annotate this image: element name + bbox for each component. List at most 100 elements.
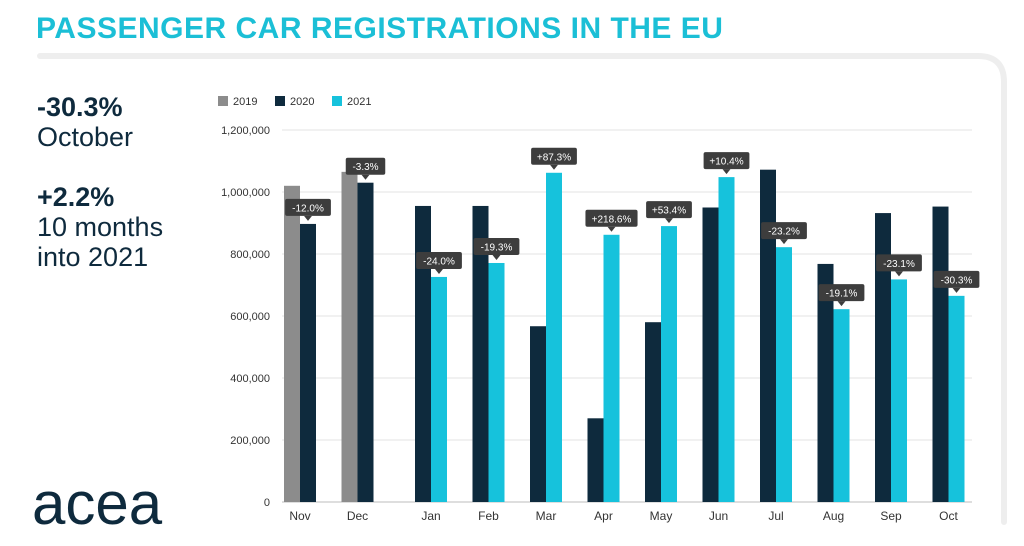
annotation-pointer — [435, 268, 443, 274]
annotation-label: -24.0% — [423, 256, 455, 267]
bar — [488, 262, 505, 502]
bar — [472, 205, 489, 502]
x-tick-label: Dec — [347, 509, 368, 523]
bar — [891, 279, 907, 502]
annotation-label: -19.1% — [826, 289, 858, 300]
x-tick-label: Apr — [594, 509, 613, 523]
x-tick-label: Aug — [823, 509, 844, 523]
bar — [357, 182, 374, 502]
x-tick-label: Jul — [768, 509, 783, 523]
annotation-callout: +53.4% — [646, 201, 692, 224]
y-tick-label: 1,000,000 — [221, 187, 270, 199]
x-tick-label: Feb — [478, 509, 499, 523]
stat-october-value: -30.3% — [37, 92, 123, 122]
annotation-label: -23.1% — [883, 259, 915, 270]
bar — [661, 226, 677, 502]
bar — [718, 177, 735, 502]
annotation-label: +218.6% — [592, 214, 632, 225]
page-title: PASSENGER CAR REGISTRATIONS IN THE EU — [36, 12, 724, 45]
x-tick-label: Nov — [289, 509, 310, 523]
annotation-pointer — [722, 169, 731, 175]
bar — [415, 205, 431, 502]
annotation-box — [285, 198, 331, 216]
annotation-label: -23.2% — [768, 227, 800, 238]
annotation-box — [933, 270, 980, 288]
annotation-callout: +218.6% — [585, 209, 638, 232]
annotation-callout: -24.0% — [416, 251, 462, 274]
legend-label: 2020 — [290, 96, 314, 108]
logo-text: acea — [32, 474, 163, 534]
stat-ytd-value: +2.2% — [37, 182, 115, 212]
annotation-label: -3.3% — [352, 162, 378, 173]
annotation-callout: -23.1% — [876, 254, 922, 277]
y-tick-label: 1,200,000 — [221, 125, 270, 137]
annotation-label: -19.3% — [481, 242, 513, 253]
annotation-callout: -23.2% — [761, 222, 807, 245]
bar — [546, 172, 562, 502]
annotation-box — [585, 209, 638, 227]
y-tick-label: 0 — [264, 497, 270, 509]
legend-swatch — [218, 96, 228, 106]
annotation-pointer — [780, 239, 788, 245]
stat-ytd-label-line2: into 2021 — [37, 242, 149, 272]
x-tick-label: Jun — [709, 509, 728, 523]
annotation-callout: -3.3% — [345, 157, 386, 180]
legend-label: 2021 — [347, 96, 371, 108]
stat-ytd-label-line1: 10 months — [37, 212, 164, 242]
bar — [948, 295, 965, 502]
annotation-pointer — [665, 218, 673, 224]
annotation-box — [416, 251, 462, 269]
annotation-callout: -30.3% — [933, 270, 980, 293]
annotation-callout: -19.1% — [818, 284, 865, 307]
annotation-pointer — [895, 271, 903, 277]
annotation-callout: -19.3% — [473, 237, 520, 260]
annotation-label: +87.3% — [537, 152, 571, 163]
bar — [702, 207, 719, 502]
annotation-pointer — [952, 287, 961, 293]
x-tick-label: May — [650, 509, 673, 523]
annotation-pointer — [304, 215, 312, 221]
bar — [587, 418, 604, 502]
annotation-box — [345, 157, 386, 175]
x-tick-label: Sep — [880, 509, 902, 523]
annotation-callout: +10.4% — [703, 152, 750, 175]
bar — [431, 276, 447, 502]
bar — [300, 223, 316, 502]
annotation-callout: -12.0% — [285, 198, 331, 221]
annotation-label: +10.4% — [709, 157, 743, 168]
annotation-label: +53.4% — [652, 206, 686, 217]
annotation-box — [531, 147, 577, 165]
bar — [776, 247, 792, 502]
annotation-pointer — [492, 254, 501, 260]
annotation-box — [818, 284, 865, 302]
y-tick-label: 200,000 — [230, 435, 270, 447]
annotation-callout: +87.3% — [531, 147, 577, 170]
annotation-box — [703, 152, 750, 170]
bar — [530, 326, 546, 502]
x-tick-label: Mar — [536, 509, 557, 523]
annotation-pointer — [361, 174, 370, 180]
y-tick-label: 400,000 — [230, 373, 270, 385]
annotation-pointer — [837, 301, 846, 307]
y-tick-label: 800,000 — [230, 249, 270, 261]
legend-swatch — [275, 96, 285, 106]
annotation-pointer — [607, 226, 616, 232]
annotation-box — [473, 237, 520, 255]
annotation-label: -30.3% — [941, 275, 973, 286]
bar — [603, 234, 620, 502]
bar — [932, 206, 949, 502]
bar — [760, 169, 776, 502]
annotation-box — [876, 254, 922, 272]
annotation-box — [761, 222, 807, 240]
bar — [284, 185, 300, 503]
bar — [817, 263, 834, 502]
bar — [833, 309, 850, 502]
legend-label: 2019 — [233, 96, 257, 108]
bar — [645, 322, 661, 502]
annotation-label: -12.0% — [292, 203, 324, 214]
bar — [341, 171, 358, 502]
annotation-box — [646, 201, 692, 219]
legend-swatch — [332, 96, 342, 106]
